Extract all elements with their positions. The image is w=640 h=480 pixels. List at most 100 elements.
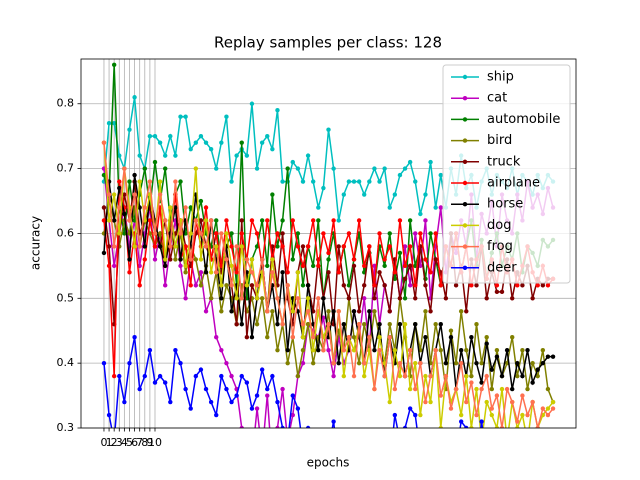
- data-point: [356, 322, 362, 327]
- data-point: [443, 296, 449, 301]
- data-point: [229, 244, 234, 249]
- data-point: [438, 425, 443, 428]
- data-point: [377, 347, 382, 353]
- data-point: [418, 360, 423, 366]
- data-point: [239, 231, 244, 236]
- data-point: [208, 146, 214, 152]
- data-point: [448, 335, 454, 340]
- data-point: [402, 373, 408, 379]
- data-point: [249, 218, 255, 223]
- data-point: [545, 354, 551, 359]
- data-point: [428, 159, 433, 165]
- data-point: [407, 347, 413, 353]
- y-tick-label: 0.5: [57, 291, 75, 304]
- data-point: [168, 133, 173, 139]
- data-point: [326, 270, 331, 275]
- data-point: [515, 283, 520, 288]
- data-point: [356, 218, 362, 223]
- data-point: [331, 360, 336, 366]
- data-point: [474, 360, 479, 366]
- data-point: [111, 121, 117, 126]
- data-point: [193, 166, 199, 171]
- data-point: [433, 205, 438, 210]
- data-point: [214, 218, 219, 223]
- data-point: [540, 360, 546, 366]
- data-point: [397, 172, 403, 178]
- data-point: [198, 198, 204, 204]
- data-point: [203, 244, 209, 249]
- x-tick-label: 7: [136, 436, 143, 449]
- data-point: [545, 283, 551, 288]
- data-point: [234, 270, 239, 275]
- data-point: [351, 257, 357, 262]
- data-point: [326, 309, 331, 314]
- data-point: [392, 386, 398, 392]
- legend-label: frog: [487, 239, 513, 254]
- legend-label: bird: [487, 133, 512, 148]
- data-point: [106, 244, 112, 249]
- data-point: [188, 257, 193, 262]
- data-point: [183, 296, 188, 301]
- data-point: [290, 159, 295, 165]
- data-point: [458, 360, 464, 366]
- data-point: [142, 244, 147, 249]
- data-point: [489, 367, 494, 372]
- data-point: [163, 153, 168, 158]
- data-point: [346, 335, 352, 340]
- data-point: [280, 386, 285, 392]
- series-line: [103, 337, 484, 428]
- data-point: [499, 289, 505, 295]
- data-point: [214, 166, 219, 171]
- data-point: [453, 283, 459, 288]
- data-point: [387, 399, 392, 405]
- data-point: [183, 244, 188, 249]
- data-point: [387, 231, 392, 236]
- data-point: [535, 425, 540, 428]
- data-point: [336, 218, 341, 223]
- data-point: [173, 257, 178, 262]
- data-point: [341, 244, 347, 249]
- data-point: [203, 218, 209, 223]
- data-point: [295, 373, 301, 379]
- data-point: [550, 406, 556, 411]
- data-point: [397, 250, 403, 256]
- data-point: [428, 270, 433, 275]
- data-point: [270, 373, 275, 379]
- data-point: [152, 380, 158, 385]
- data-point: [372, 166, 377, 171]
- legend-label: dog: [487, 218, 511, 233]
- data-point: [530, 360, 535, 366]
- data-point: [321, 347, 326, 353]
- data-point: [295, 296, 301, 301]
- data-point: [188, 406, 193, 411]
- data-point: [203, 205, 209, 210]
- data-point: [244, 257, 250, 262]
- data-point: [157, 140, 163, 145]
- data-point: [510, 335, 515, 340]
- data-point: [295, 166, 301, 171]
- data-point: [285, 283, 290, 288]
- data-point: [382, 257, 387, 262]
- data-point: [132, 172, 137, 178]
- data-point: [458, 419, 464, 424]
- legend-label: deer: [487, 260, 517, 275]
- data-point: [316, 205, 321, 210]
- data-point: [117, 179, 122, 184]
- data-point: [407, 218, 413, 223]
- data-point: [214, 270, 219, 275]
- data-point: [265, 386, 270, 392]
- data-point: [249, 270, 255, 275]
- data-point: [173, 244, 178, 249]
- data-point: [147, 179, 153, 184]
- data-point: [346, 231, 352, 236]
- data-point: [142, 373, 147, 379]
- data-point: [106, 218, 112, 223]
- data-point: [520, 373, 525, 379]
- data-point: [351, 309, 357, 314]
- data-point: [152, 231, 158, 236]
- data-point: [168, 205, 173, 210]
- data-point: [295, 270, 301, 275]
- y-tick-label: 0.3: [57, 421, 75, 434]
- data-point: [265, 133, 270, 139]
- data-point: [249, 283, 255, 288]
